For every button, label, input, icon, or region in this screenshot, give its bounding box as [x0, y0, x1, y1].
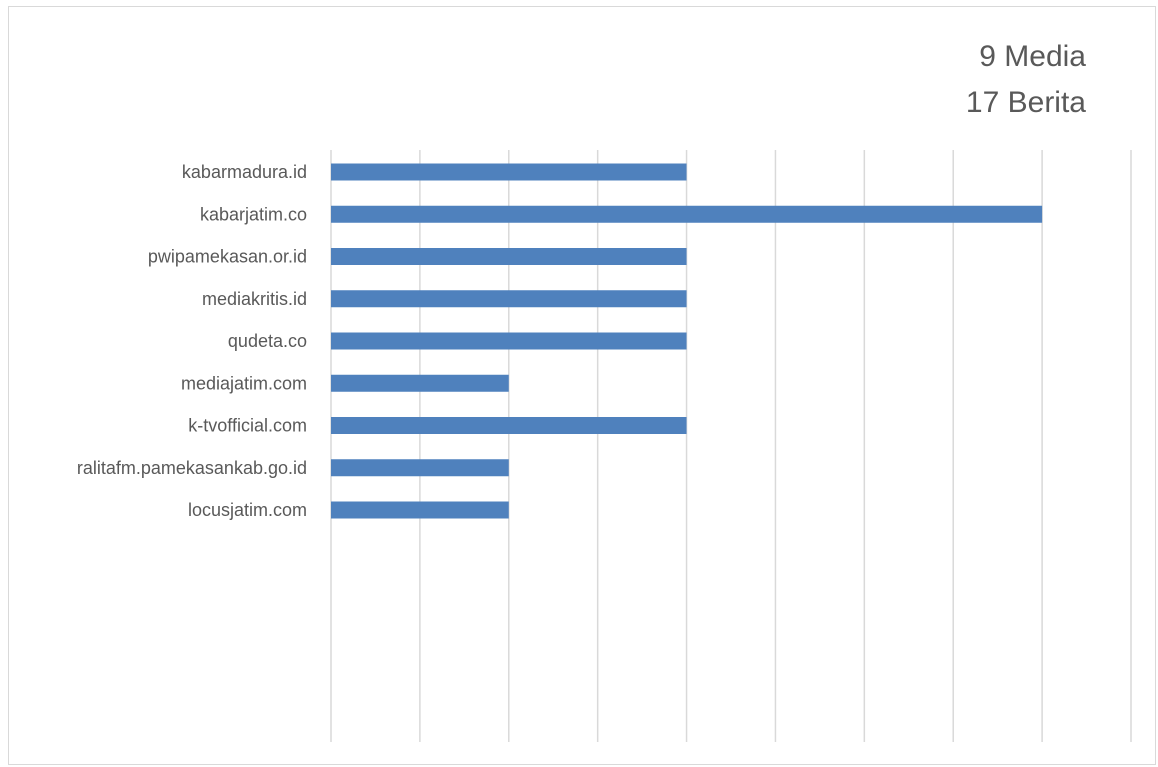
bar: [331, 501, 509, 519]
category-label: kabarmadura.id: [182, 162, 307, 182]
bar: [331, 332, 687, 350]
gridlines: [330, 150, 1132, 742]
bar: [331, 205, 1043, 223]
title-line-media: 9 Media: [979, 40, 1086, 73]
category-label: pwipamekasan.or.id: [148, 247, 307, 267]
category-labels: kabarmadura.id kabarjatim.co pwipamekasan.…: [77, 162, 307, 520]
title-line-berita: 17 Berita: [965, 86, 1086, 119]
category-label: mediajatim.com: [181, 373, 307, 393]
category-label: mediakritis.id: [202, 289, 307, 309]
bar: [331, 248, 687, 265]
chart-frame: [8, 6, 1156, 765]
category-label: qudeta.co: [228, 331, 307, 351]
chart-title: 9 Media 17 Berita: [966, 34, 1086, 126]
category-label: kabarjatim.co: [200, 204, 307, 224]
category-label: ralitafm.pamekasankab.go.id: [77, 458, 307, 478]
bar: [331, 417, 687, 434]
bar: [331, 290, 687, 308]
bars: [331, 163, 1043, 519]
bar: [331, 163, 687, 181]
bar: [331, 459, 509, 477]
category-label: k-tvofficial.com: [188, 416, 307, 436]
bar: [331, 374, 509, 392]
category-label: locusjatim.com: [188, 500, 307, 520]
